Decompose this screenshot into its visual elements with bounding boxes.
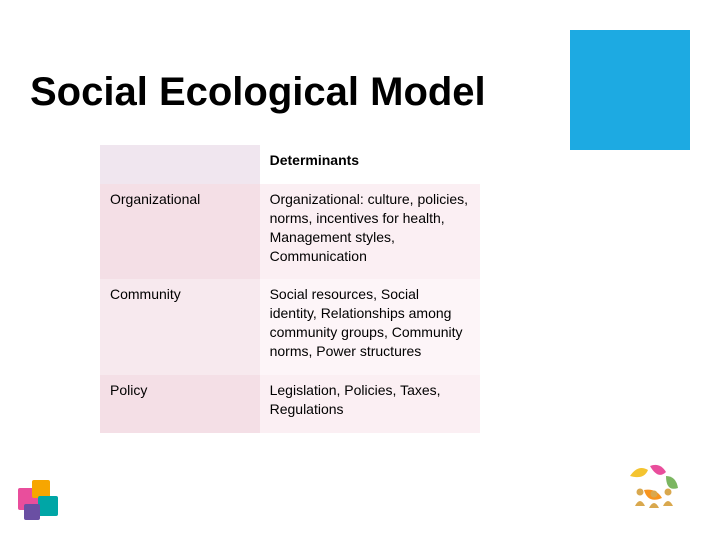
table-header-row: Determinants	[100, 145, 480, 184]
page-title: Social Ecological Model	[30, 70, 486, 115]
accent-square	[570, 30, 690, 150]
col-header-level	[100, 145, 260, 184]
cell-determinants: Legislation, Policies, Taxes, Regulation…	[260, 375, 480, 433]
brand-square	[38, 496, 58, 516]
brand-squares-icon	[18, 480, 60, 522]
cell-level: Organizational	[100, 184, 260, 280]
col-header-determinants: Determinants	[260, 145, 480, 184]
brand-square	[24, 504, 40, 520]
people-puzzle-icon	[620, 456, 690, 512]
table-row: Organizational Organizational: culture, …	[100, 184, 480, 280]
cell-determinants: Social resources, Social identity, Relat…	[260, 279, 480, 375]
table-row: Policy Legislation, Policies, Taxes, Reg…	[100, 375, 480, 433]
cell-level: Community	[100, 279, 260, 375]
table-row: Community Social resources, Social ident…	[100, 279, 480, 375]
determinants-table-wrap: Determinants Organizational Organization…	[100, 145, 480, 433]
cell-determinants: Organizational: culture, policies, norms…	[260, 184, 480, 280]
cell-level: Policy	[100, 375, 260, 433]
determinants-table: Determinants Organizational Organization…	[100, 145, 480, 433]
